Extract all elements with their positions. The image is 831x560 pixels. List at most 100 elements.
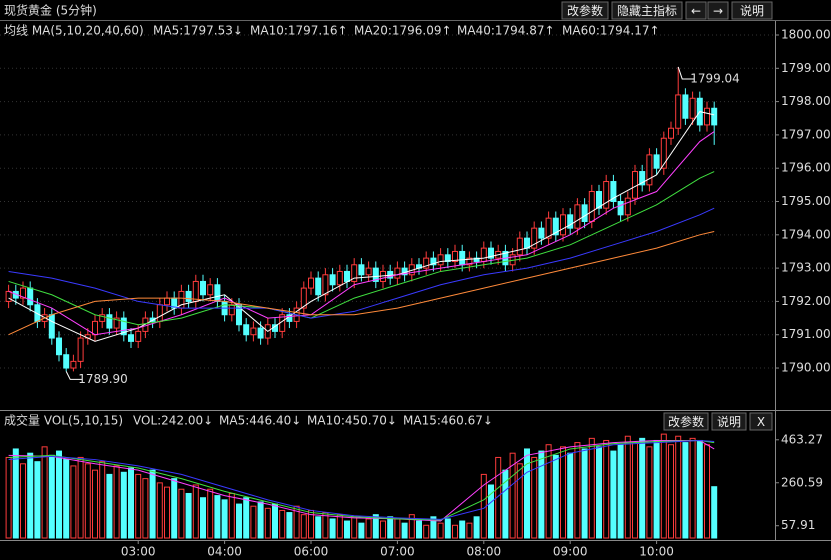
candle-body [113, 317, 120, 329]
candle-body [452, 250, 458, 262]
volume-bar [372, 514, 379, 539]
annotation-leader [65, 371, 83, 380]
candle-body [56, 337, 62, 356]
volume-bar [286, 512, 293, 539]
volume-bar [552, 454, 559, 539]
button[interactable]: 改参数 [561, 1, 609, 20]
volume-bar [279, 509, 286, 539]
volume-bar [214, 495, 221, 539]
button-frame [611, 1, 683, 20]
ma-line [8, 439, 715, 522]
volume-bar [380, 520, 386, 539]
candle-body [214, 284, 221, 302]
volume-bar [639, 437, 646, 539]
volume-bar [682, 442, 689, 539]
volume-bar [300, 514, 307, 539]
button-frame [711, 412, 747, 431]
volume-bar [322, 512, 329, 539]
button-frame [685, 1, 707, 20]
candle-body [653, 154, 660, 169]
ma-line [8, 439, 715, 520]
volume-bar [653, 439, 660, 539]
volume-bar [70, 465, 77, 539]
candle-body [560, 214, 566, 236]
candle-body [257, 327, 264, 339]
button[interactable]: → [707, 1, 729, 20]
volume-bar [365, 518, 372, 539]
volume-bar [660, 433, 667, 539]
candle-body [300, 287, 307, 309]
button-label: ← [691, 4, 701, 18]
page-title: 现货黄金 (5分钟) [4, 3, 97, 18]
volume-bar [315, 516, 322, 539]
volume-bar [401, 522, 408, 539]
volume-bar [624, 435, 631, 539]
volume-bar [387, 516, 394, 539]
volume-bar [272, 503, 278, 539]
candle-body [473, 257, 480, 262]
legend-entry: MA60:1794.17↑ [562, 24, 660, 38]
candle-body [63, 354, 70, 369]
annotation-label: 1789.90 [78, 372, 128, 386]
button-frame [561, 1, 609, 20]
candle-body [488, 247, 494, 259]
button[interactable]: 说明 [731, 1, 773, 20]
candle-body [365, 267, 372, 276]
volume-bar [236, 503, 242, 539]
button[interactable]: 说明 [711, 412, 747, 431]
volume-bar [473, 516, 480, 539]
volume-bar [344, 520, 350, 539]
candle-body [639, 171, 646, 186]
button[interactable]: X [749, 412, 773, 431]
candle-body [358, 264, 365, 276]
candle-body [660, 137, 667, 169]
x-tick-label: 06:00 [294, 545, 329, 559]
candle-body [704, 107, 710, 126]
candle-body [574, 204, 581, 229]
candle-body [77, 337, 84, 362]
volume-bar [207, 488, 214, 539]
volume-bar [358, 522, 365, 539]
legend-title: 成交量 VOL(5,10,15) [4, 413, 123, 428]
legend-entry: MA10:1797.16↑ [250, 24, 348, 38]
candle-body [164, 297, 170, 306]
volume-bar [92, 469, 98, 539]
volume-bar [588, 437, 595, 539]
ma-line [8, 131, 715, 336]
legend-entry: MA40:1794.87↑ [457, 24, 555, 38]
candle-body [423, 257, 430, 269]
volume-bar [84, 463, 91, 539]
x-tick-label: 08:00 [467, 545, 502, 559]
candle-body [466, 257, 473, 266]
volume-bar [603, 439, 610, 539]
candle-body [70, 360, 77, 369]
candle-body [632, 171, 638, 199]
volume-bar [696, 439, 703, 539]
candle-body [20, 287, 26, 299]
volume-bar [675, 435, 682, 539]
candle-body [581, 204, 588, 222]
volume-bar [574, 442, 581, 539]
volume-bar [538, 450, 545, 539]
volume-bar [617, 444, 624, 539]
y-tick-label: 1790.00 [781, 361, 831, 375]
button[interactable]: ← [685, 1, 707, 20]
candle-body [185, 290, 192, 302]
volume-bar [228, 492, 235, 539]
candle-body [682, 94, 689, 119]
volume-bar [221, 499, 228, 539]
button[interactable]: 改参数 [663, 412, 709, 431]
y-tick-label: 463.27 [781, 432, 823, 446]
volume-bar [689, 437, 696, 539]
legend-entry: MA20:1796.09↑ [354, 24, 452, 38]
volume-bar [516, 463, 523, 539]
candle-body [200, 280, 206, 296]
volume-bar [646, 446, 653, 539]
volume-bar [524, 448, 530, 539]
annotation-label: 1799.04 [690, 71, 740, 85]
button[interactable]: 隐藏主指标 [611, 1, 683, 20]
y-tick-label: 1800.00 [781, 27, 831, 41]
button-label: 隐藏主指标 [617, 3, 677, 18]
candle-body [689, 97, 696, 119]
